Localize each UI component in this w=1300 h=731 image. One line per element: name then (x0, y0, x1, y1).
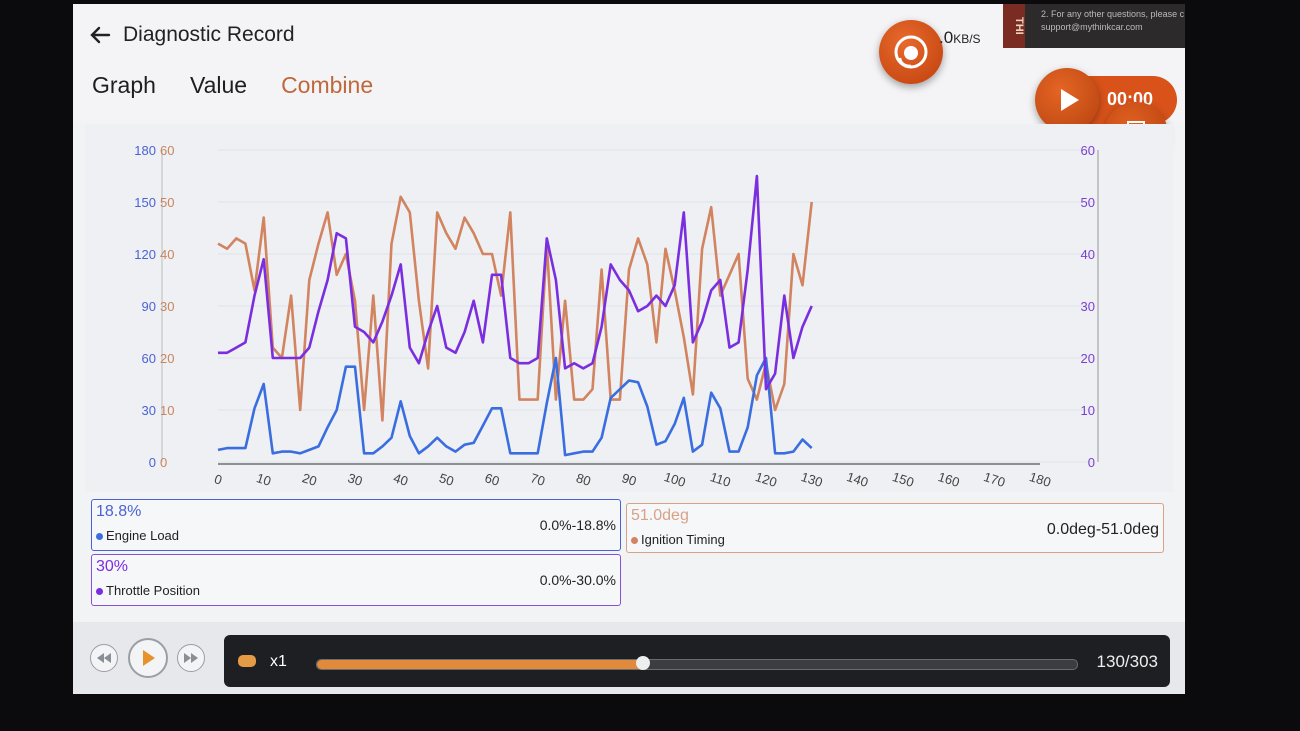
series-dot-icon (96, 533, 103, 541)
x-tick-label: 70 (529, 470, 547, 489)
y-tick-label-throttle: 60 (1081, 143, 1095, 158)
banner-line-2: support@mythinkcar.com (1041, 22, 1143, 32)
back-arrow-icon[interactable] (87, 22, 113, 48)
speed-unit: KB/S (953, 32, 981, 46)
rewind-icon (97, 653, 111, 663)
banner-brand: THI (1003, 4, 1025, 48)
legend-label: Ignition Timing (631, 532, 725, 547)
x-tick-label: 50 (437, 470, 455, 489)
speed-value: .0 (939, 28, 954, 47)
y-tick-label-load: 120 (134, 247, 156, 262)
speed-icon[interactable] (238, 655, 256, 667)
playback-scrubber-panel: x1 130/303 (224, 635, 1170, 687)
x-tick-label: 90 (620, 470, 638, 489)
y-tick-label-load: 180 (134, 143, 156, 158)
header: Diagnostic Record Graph Value Combine .0… (73, 4, 1185, 132)
tab-graph[interactable]: Graph (92, 72, 156, 98)
tab-value[interactable]: Value (189, 72, 248, 98)
progress-slider[interactable] (316, 656, 1078, 670)
play-icon (143, 650, 155, 666)
x-tick-label: 30 (346, 470, 364, 489)
y-tick-label-timing: 20 (160, 351, 174, 366)
network-speed: .0KB/S (939, 28, 981, 48)
fast-forward-button[interactable] (177, 644, 205, 672)
x-tick-label: 120 (754, 469, 779, 490)
legend-throttle-position[interactable]: 30% Throttle Position 0.0%-30.0% (91, 554, 621, 606)
x-tick-label: 140 (845, 469, 870, 490)
legend-name: Ignition Timing (641, 532, 725, 547)
legend-range: 0.0deg-51.0deg (1046, 521, 1159, 538)
chart-panel: 0 10 20 30 40 50 60 70 80 90 100 110 120 130 140 150 160… (85, 124, 1173, 492)
y-tick-label-throttle: 40 (1081, 247, 1095, 262)
y-tick-label-timing: 0 (160, 455, 167, 470)
help-banner: THI 2. For any other questions, please c… (1003, 4, 1185, 48)
y-tick-label-timing: 40 (160, 247, 174, 262)
legend-range: 0.0%-18.8% (539, 517, 616, 533)
view-tabs: Graph Value Combine (92, 72, 373, 99)
x-tick-label: 60 (483, 470, 501, 489)
x-tick-label: 150 (891, 469, 916, 490)
x-tick-label: 100 (662, 469, 687, 490)
legend-value: 18.8% (96, 503, 142, 520)
y-tick-label-timing: 60 (160, 143, 174, 158)
play-pause-button[interactable] (128, 638, 168, 678)
y-tick-label-timing: 30 (160, 299, 174, 314)
legend-label: Engine Load (96, 528, 179, 543)
x-tick-label: 180 (1028, 469, 1053, 490)
y-tick-label-load: 90 (142, 299, 156, 314)
progress-thumb[interactable] (636, 656, 651, 670)
legend-name: Engine Load (106, 528, 180, 543)
legend-value: 51.0deg (631, 507, 689, 524)
playback-speed[interactable]: x1 (270, 653, 287, 670)
play-icon (1061, 89, 1079, 111)
legend-range: 0.0%-30.0% (539, 572, 616, 588)
x-tick-label: 110 (708, 469, 732, 490)
x-tick-label: 0 (212, 471, 224, 488)
combined-line-chart: 0 10 20 30 40 50 60 70 80 90 100 110 120 130 140 150 160… (134, 143, 1099, 490)
legend-label: Throttle Position (96, 583, 200, 598)
legend-ignition-timing[interactable]: 51.0deg Ignition Timing 0.0deg-51.0deg (626, 503, 1164, 553)
tab-combine[interactable]: Combine (281, 72, 374, 98)
series-line-ignition-timing (217, 195, 813, 422)
x-tick-label: 160 (936, 469, 961, 490)
support-button[interactable] (879, 20, 943, 84)
y-tick-label-load: 0 (149, 455, 156, 470)
record-play-button[interactable] (1035, 68, 1099, 132)
y-tick-label-timing: 10 (160, 403, 174, 418)
banner-line-1: 2. For any other questions, please c (1041, 9, 1185, 19)
legend-value: 30% (96, 558, 129, 575)
y-tick-label-throttle: 20 (1081, 351, 1095, 366)
series-dot-icon (631, 537, 638, 545)
series-dot-icon (96, 588, 103, 596)
y-tick-label-throttle: 50 (1081, 195, 1095, 210)
y-tick-label-load: 30 (142, 403, 156, 418)
rewind-button[interactable] (90, 644, 118, 672)
x-tick-label: 80 (574, 470, 592, 489)
x-tick-label: 20 (300, 470, 318, 489)
frame-counter: 130/303 (1096, 652, 1158, 671)
y-tick-label-load: 150 (134, 195, 156, 210)
x-tick-label: 40 (392, 470, 410, 489)
page-title: Diagnostic Record (123, 23, 295, 46)
y-tick-label-throttle: 30 (1081, 299, 1095, 314)
fast-forward-icon (184, 653, 198, 663)
headset-icon (894, 35, 928, 69)
x-tick-label: 170 (982, 469, 1007, 490)
y-tick-label-throttle: 0 (1088, 455, 1095, 470)
series-line-engine-load (217, 356, 813, 457)
x-tick-label: 130 (799, 469, 824, 490)
progress-fill (317, 660, 644, 669)
y-tick-label-timing: 50 (160, 195, 174, 210)
app-screen: Diagnostic Record Graph Value Combine .0… (73, 4, 1185, 694)
x-tick-label: 10 (255, 470, 273, 489)
legend-engine-load[interactable]: 18.8% Engine Load 0.0%-18.8% (91, 499, 621, 551)
y-tick-label-throttle: 10 (1081, 403, 1095, 418)
series-line-throttle-position (218, 174, 813, 391)
y-tick-label-load: 60 (142, 351, 156, 366)
legend-name: Throttle Position (106, 583, 200, 598)
